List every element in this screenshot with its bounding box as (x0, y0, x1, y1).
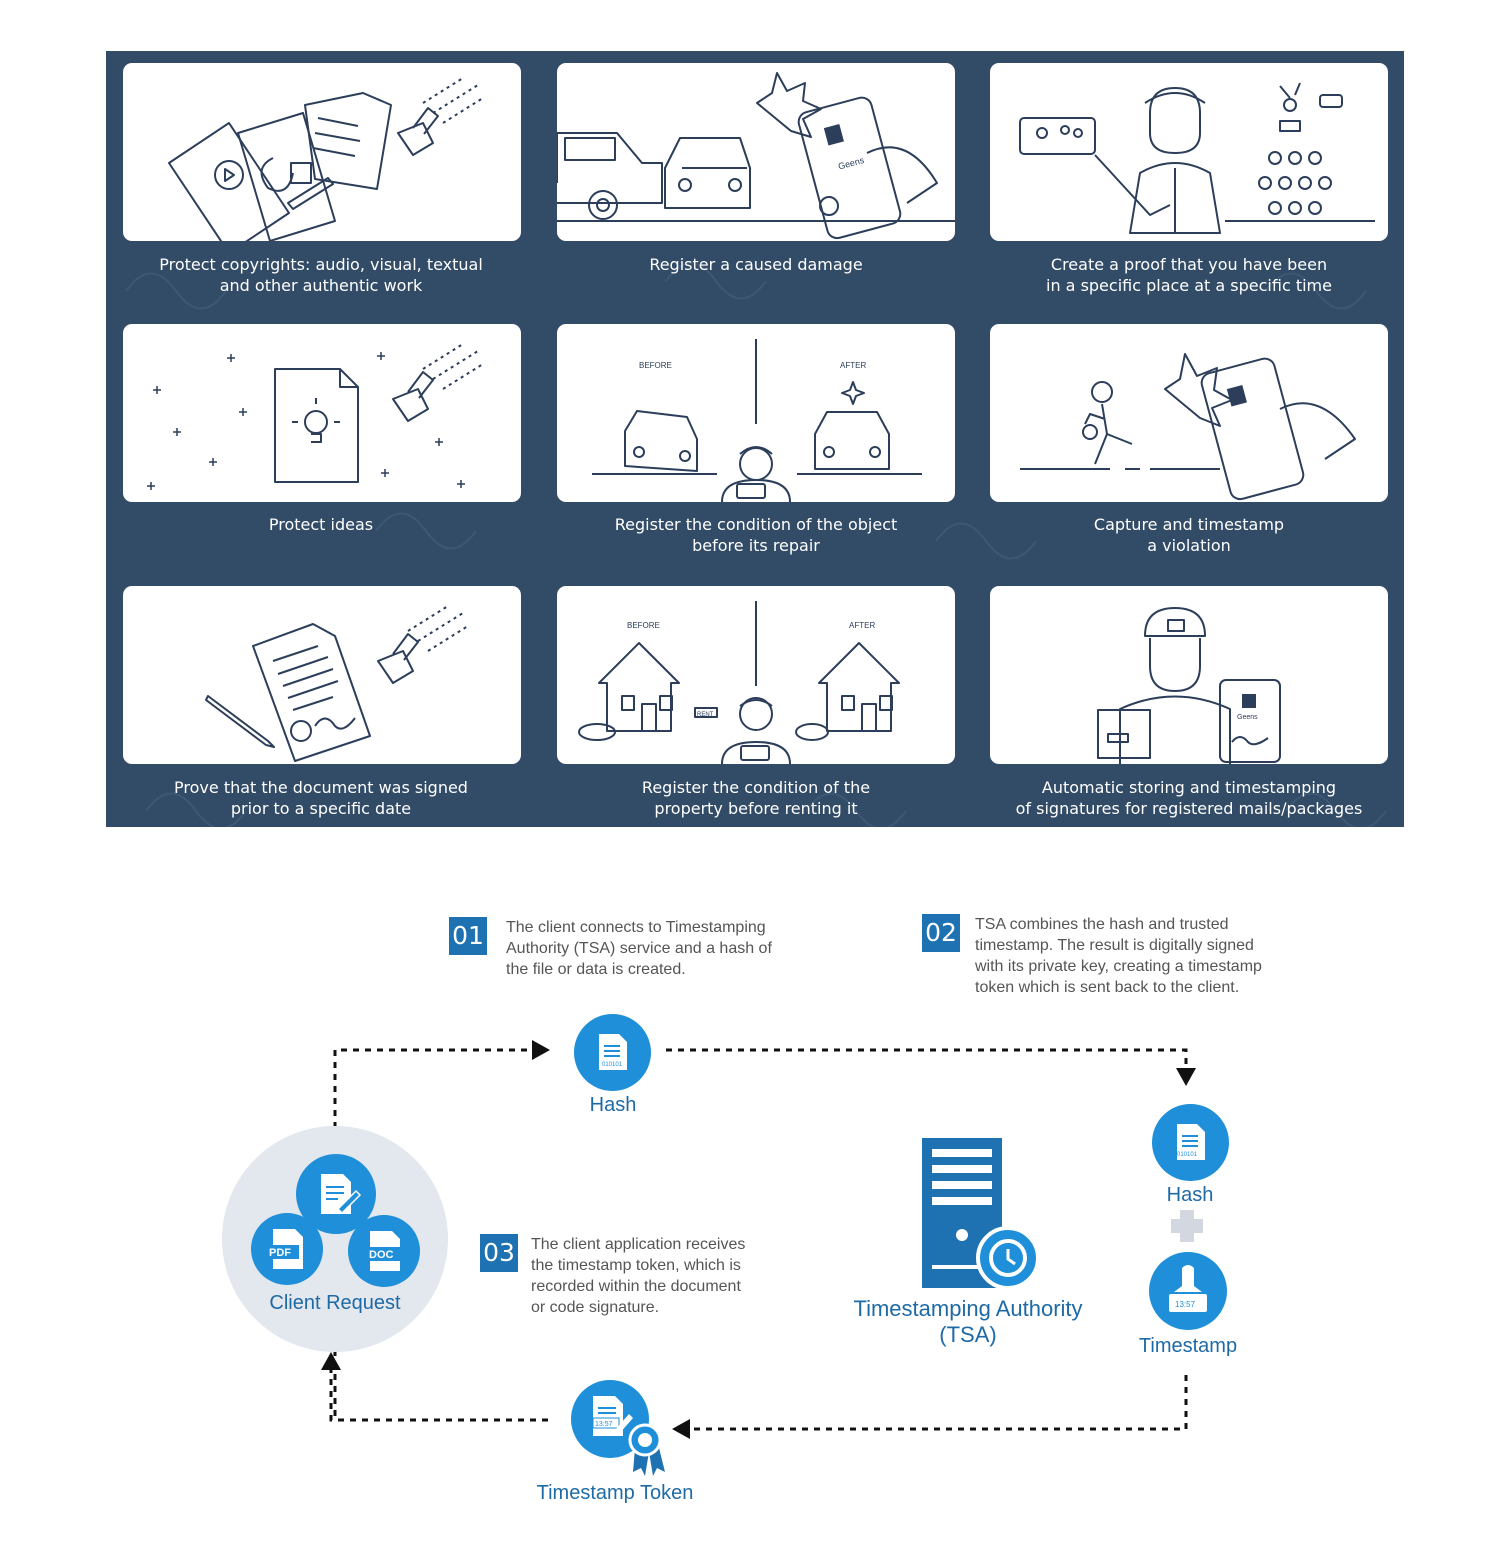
use-case-card-signed-document (123, 586, 521, 764)
use-case-panel: Protect copyrights: audio, visual, textu… (106, 51, 1404, 827)
timestamp-flow-diagram: 01 The client connects to Timestamping A… (0, 880, 1510, 1566)
arrowhead-right (532, 1040, 550, 1060)
svg-text:PDF: PDF (269, 1247, 291, 1259)
house-before-after-icon: BEFORE AFTER RENT (578, 601, 900, 764)
timestamp-token-label: Timestamp Token (536, 1482, 694, 1504)
documents-stamp-icon (168, 77, 484, 241)
seal-ribbon-icon (628, 1423, 665, 1476)
hash-node-top: 010101 (574, 1014, 651, 1091)
svg-text:RENT: RENT (697, 712, 714, 718)
caption-place: Create a proof that you have been in a s… (1046, 255, 1332, 295)
doc-icon: DOC (368, 1231, 400, 1271)
connector-hash-to-tsa (666, 1048, 1188, 1068)
person-event-icon (1019, 82, 1375, 234)
use-case-card-ideas (123, 324, 521, 502)
idea-document-stamp-icon (147, 343, 484, 490)
caption-violation: Capture and timestamp a violation (1093, 515, 1285, 555)
use-case-card-object-repair: BEFORE AFTER (557, 324, 955, 502)
hash-label-top: Hash (589, 1094, 637, 1116)
svg-text:Geens: Geens (1237, 714, 1258, 721)
svg-text:13:57: 13:57 (595, 1421, 613, 1428)
edit-document-icon (321, 1174, 362, 1215)
svg-text:DOC: DOC (369, 1249, 394, 1261)
svg-text:010101: 010101 (1177, 1152, 1198, 1158)
caption-ideas: Protect ideas (268, 515, 374, 534)
doc-node: DOC (348, 1215, 420, 1287)
svg-text:BEFORE: BEFORE (639, 361, 672, 370)
caption-object-repair: Register the condition of the object bef… (614, 515, 898, 555)
step-number-02: 02 (922, 914, 960, 952)
use-case-card-damage: Geens (557, 63, 955, 241)
timestamp-label: Timestamp (1138, 1335, 1238, 1357)
token-document-icon: 13:57 (592, 1396, 633, 1436)
connector-token-to-client (329, 1370, 548, 1422)
tsa-server-icon (922, 1138, 1040, 1290)
svg-text:Geens: Geens (837, 155, 866, 172)
arrowhead-down (1176, 1068, 1196, 1086)
pdf-icon: PDF (267, 1229, 303, 1269)
connector-tsa-to-token (690, 1375, 1188, 1431)
svg-text:AFTER: AFTER (849, 621, 875, 630)
client-request-label: Client Request (269, 1292, 401, 1314)
caption-property: Register the condition of the property b… (641, 778, 871, 818)
courier-tablet-icon: Geens (1097, 607, 1281, 764)
hash-document-icon: 010101 (599, 1034, 627, 1070)
use-case-card-mail: Geens (990, 586, 1388, 764)
use-case-card-property: BEFORE AFTER RENT (557, 586, 955, 764)
hash-node-right: 010101 (1152, 1104, 1229, 1181)
car-crash-phone-icon: Geens (557, 72, 955, 240)
svg-text:010101: 010101 (602, 1062, 623, 1068)
svg-text:BEFORE: BEFORE (627, 621, 660, 630)
caption-signed-document: Prove that the document was signed prior… (174, 778, 468, 818)
signed-document-stamp-icon (205, 605, 469, 762)
use-case-card-violation (990, 324, 1388, 502)
step-text-01: The client connects to Timestamping Auth… (506, 919, 772, 978)
step-number-03: 03 (480, 1234, 518, 1272)
stamp-icon: 13:57 (1169, 1265, 1207, 1312)
pdf-node: PDF (251, 1213, 323, 1285)
car-before-after-icon: BEFORE AFTER (592, 339, 922, 502)
hash-document-icon: 010101 (1177, 1124, 1205, 1160)
step-number-01: 01 (449, 917, 487, 955)
tsa-label: Timestamping Authority (TSA) (853, 1296, 1083, 1347)
arrowhead-left (672, 1419, 690, 1439)
hash-label-right: Hash (1166, 1184, 1214, 1206)
svg-text:AFTER: AFTER (840, 361, 866, 370)
use-case-card-place (990, 63, 1388, 241)
thief-phone-icon (1020, 353, 1356, 501)
caption-damage: Register a caused damage (649, 255, 863, 274)
caption-copyrights: Protect copyrights: audio, visual, textu… (159, 255, 483, 295)
arrowhead-up (321, 1352, 341, 1370)
step-text-02: TSA combines the hash and trusted timest… (975, 916, 1262, 996)
caption-mail: Automatic storing and timestamping of si… (1015, 778, 1363, 818)
plus-icon (1171, 1210, 1203, 1242)
timestamp-node: 13:57 (1149, 1252, 1227, 1330)
step-text-03: The client application receives the time… (531, 1236, 746, 1316)
svg-text:13:57: 13:57 (1175, 1300, 1196, 1309)
background-pattern (125, 262, 1387, 827)
use-case-card-copyrights (123, 63, 521, 241)
